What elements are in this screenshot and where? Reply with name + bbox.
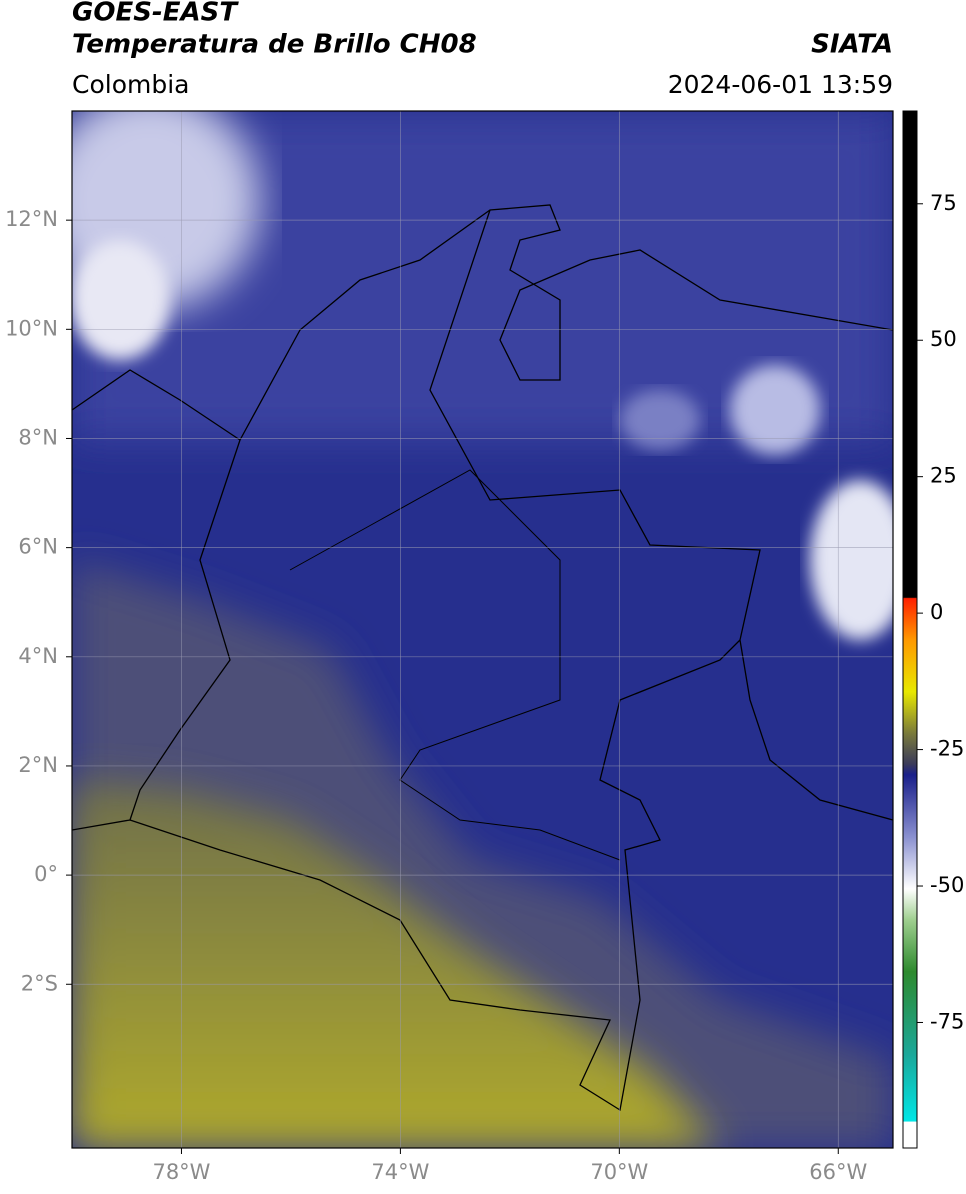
y-tick-label: 8°N [18, 425, 58, 449]
region: Colombia [72, 70, 189, 99]
colorbar-tick-label: -75 [930, 1009, 964, 1033]
map-frame [71, 110, 894, 1149]
satellite-image [72, 111, 893, 1148]
border [429, 209, 893, 821]
cloud [810, 480, 893, 640]
agency: SIATA [811, 30, 893, 60]
colorbar-tick-label: 50 [930, 327, 957, 351]
colorbar-tick-label: 0 [930, 600, 943, 624]
y-tick-label: 10°N [5, 316, 58, 340]
grid [72, 111, 893, 1148]
colorbar-tick-label: 75 [930, 191, 957, 215]
y-tick-label: 12°N [5, 207, 58, 231]
olive-band [72, 780, 720, 1148]
y-tick-label: 0° [34, 862, 58, 886]
x-tick-label: 74°W [371, 1160, 429, 1184]
x-tick-label: 70°W [590, 1160, 648, 1184]
cloud [620, 390, 700, 450]
y-tick-label: 2°S [21, 971, 58, 995]
border [129, 639, 741, 1112]
colorbar [902, 110, 918, 1149]
cloud [72, 240, 170, 360]
x-tick-label: 78°W [152, 1160, 210, 1184]
internal-border [289, 469, 621, 861]
colorbar-tick-label: 25 [930, 464, 957, 488]
y-tick-label: 2°N [18, 753, 58, 777]
x-tick-label: 66°W [809, 1160, 867, 1184]
timestamp: 2024-06-01 13:59 [668, 70, 893, 99]
colorbar-tick-label: -50 [930, 873, 964, 897]
cloud [730, 365, 820, 455]
colorbar-tick-label: -25 [930, 737, 964, 761]
coastline [72, 204, 893, 441]
subtitle: Temperatura de Brillo CH08 [72, 30, 477, 60]
title: GOES-EAST [72, 0, 239, 28]
y-tick-label: 4°N [18, 644, 58, 668]
y-tick-label: 6°N [18, 535, 58, 559]
